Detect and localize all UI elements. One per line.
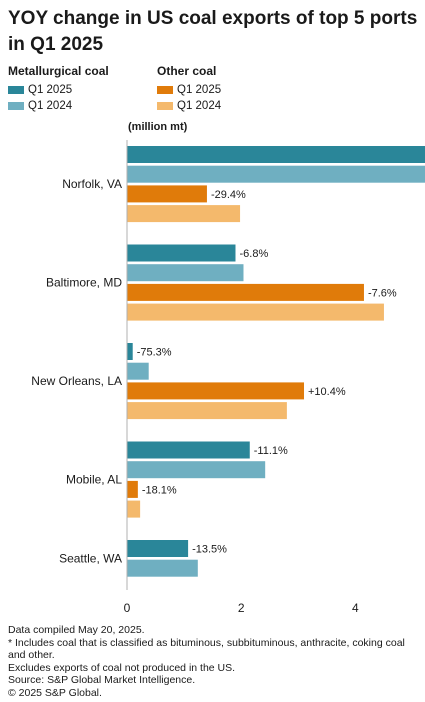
- legend-group-metallurgical: Metallurgical coal Q1 2025 Q1 2024: [8, 64, 109, 114]
- bar: [127, 441, 250, 459]
- x-tick-label: 2: [238, 601, 245, 615]
- legend-item: Q1 2025: [157, 82, 221, 98]
- footnotes: Data compiled May 20, 2025. * Includes c…: [8, 624, 420, 699]
- footnote-line: Source: S&P Global Market Intelligence.: [8, 674, 196, 686]
- category-label: Norfolk, VA: [62, 177, 122, 191]
- footnote-line: Excludes exports of coal not produced in…: [8, 661, 236, 674]
- bar: [127, 146, 425, 163]
- legend-item: Q1 2024: [157, 98, 221, 114]
- footnote-line: © 2025 S&P Global.: [8, 686, 102, 699]
- legend-heading: Metallurgical coal: [8, 64, 109, 78]
- legend-item: Q1 2025: [8, 82, 109, 98]
- legend-label: Q1 2025: [28, 83, 73, 96]
- x-tick-label: 0: [124, 601, 131, 615]
- legend-swatch: [157, 86, 173, 94]
- bar: [127, 402, 287, 420]
- data-label: -18.1%: [142, 484, 177, 496]
- data-label: +10.4%: [308, 386, 346, 398]
- category-label: Mobile, AL: [66, 473, 122, 487]
- bar: [127, 244, 236, 262]
- legend-heading: Other coal: [157, 64, 217, 78]
- legend-label: Q1 2024: [177, 99, 222, 112]
- data-label: -75.3%: [137, 347, 172, 359]
- bar: [127, 461, 266, 479]
- legend-group-other: Other coal Q1 2025 Q1 2024: [157, 64, 221, 114]
- bar: [127, 264, 244, 282]
- legend-swatch: [157, 102, 173, 110]
- chart-title: YOY change in US coal exports of top 5 p…: [8, 8, 418, 55]
- x-tick-label: 4: [352, 601, 359, 615]
- bar: [127, 362, 149, 380]
- bar: [127, 205, 241, 223]
- legend-swatch: [8, 86, 24, 94]
- category-label: Baltimore, MD: [46, 276, 122, 290]
- bar: [127, 343, 133, 360]
- legend-swatch: [8, 102, 24, 110]
- legend-label: Q1 2025: [177, 83, 222, 96]
- bar: [127, 165, 425, 183]
- bar: [127, 540, 189, 557]
- bar: [127, 480, 138, 498]
- category-label: Seattle, WA: [59, 551, 122, 565]
- bar: [127, 382, 305, 400]
- footnote-line: * Includes coal that is classified as bi…: [8, 636, 405, 662]
- bar: [127, 559, 198, 577]
- bar: [127, 303, 384, 321]
- footnote-line: Data compiled May 20, 2025.: [8, 624, 145, 636]
- category-label: New Orleans, LA: [31, 374, 122, 388]
- data-label: -6.8%: [239, 248, 268, 260]
- bar: [127, 283, 364, 301]
- legend-item: Q1 2024: [8, 98, 109, 114]
- data-label: -29.4%: [211, 189, 246, 201]
- data-label: -7.6%: [368, 287, 397, 299]
- data-label: -11.1%: [254, 445, 288, 457]
- legend-label: Q1 2024: [28, 99, 73, 112]
- data-label: -13.5%: [192, 544, 227, 556]
- unit-label: (million mt): [128, 121, 188, 133]
- bar-chart: -10.7% YOY-29.4%Norfolk, VA-6.8%-7.6%Bal…: [31, 140, 425, 615]
- bar: [127, 185, 207, 203]
- bar: [127, 500, 141, 518]
